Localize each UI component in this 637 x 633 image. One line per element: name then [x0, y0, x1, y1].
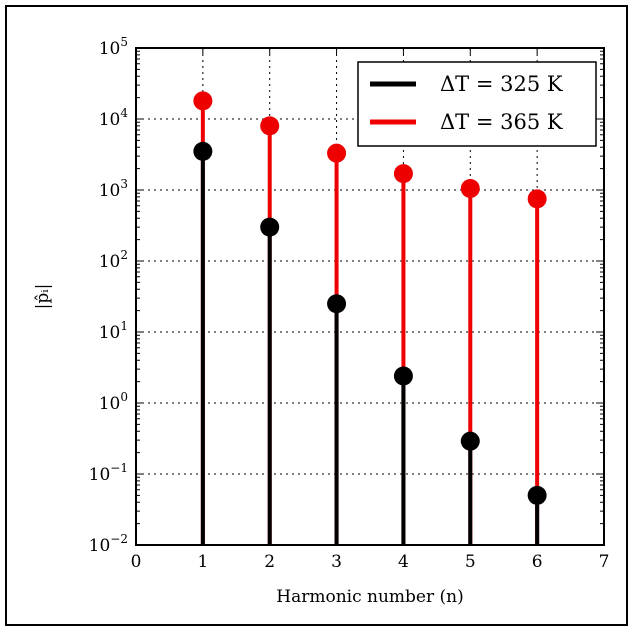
- x-tick-label: 4: [398, 552, 409, 572]
- stem-marker: [393, 164, 413, 184]
- x-tick-label: 7: [599, 552, 610, 572]
- legend-box: [357, 61, 597, 147]
- y-tick-label: 104: [99, 106, 129, 130]
- stem-marker: [460, 178, 480, 198]
- plot-area-border: [135, 47, 605, 546]
- y-tick-label: 10−1: [89, 461, 128, 485]
- x-tick-label: 5: [465, 552, 476, 572]
- x-tick-label: 1: [197, 552, 208, 572]
- stem-series: [193, 91, 547, 545]
- stem-marker: [393, 366, 413, 386]
- stem-marker: [193, 91, 213, 111]
- stem-marker: [260, 217, 280, 237]
- stem-marker: [527, 189, 547, 209]
- x-tick-label: 2: [264, 552, 275, 572]
- x-tick-label: 0: [131, 552, 142, 572]
- legend-label: ΔT = 325 K: [440, 72, 563, 96]
- x-tick-label: 6: [532, 552, 543, 572]
- y-tick-label: 103: [99, 177, 128, 201]
- stem-marker: [527, 485, 547, 505]
- axis-ticks: 0 1 2 3 4 5 6 7 10−2 10−1 100 101 102 103 104 105: [89, 35, 610, 572]
- y-tick-label: 10−2: [89, 532, 128, 556]
- y-tick-label: 102: [99, 248, 128, 272]
- x-tick-label: 3: [331, 552, 342, 572]
- y-tick-label: 100: [99, 390, 128, 414]
- y-tick-label: 105: [99, 35, 128, 59]
- x-axis-label: Harmonic number (n): [276, 587, 463, 607]
- stem-marker: [460, 431, 480, 451]
- stem-marker: [260, 116, 280, 136]
- y-tick-label: 101: [99, 319, 128, 343]
- y-axis-label: |p̂ᵢ|: [33, 284, 53, 310]
- stem-marker: [327, 294, 347, 314]
- legend: ΔT = 325 K ΔT = 365 K: [357, 61, 597, 147]
- legend-label: ΔT = 365 K: [440, 110, 563, 134]
- stem-marker: [193, 141, 213, 161]
- stem-marker: [327, 143, 347, 163]
